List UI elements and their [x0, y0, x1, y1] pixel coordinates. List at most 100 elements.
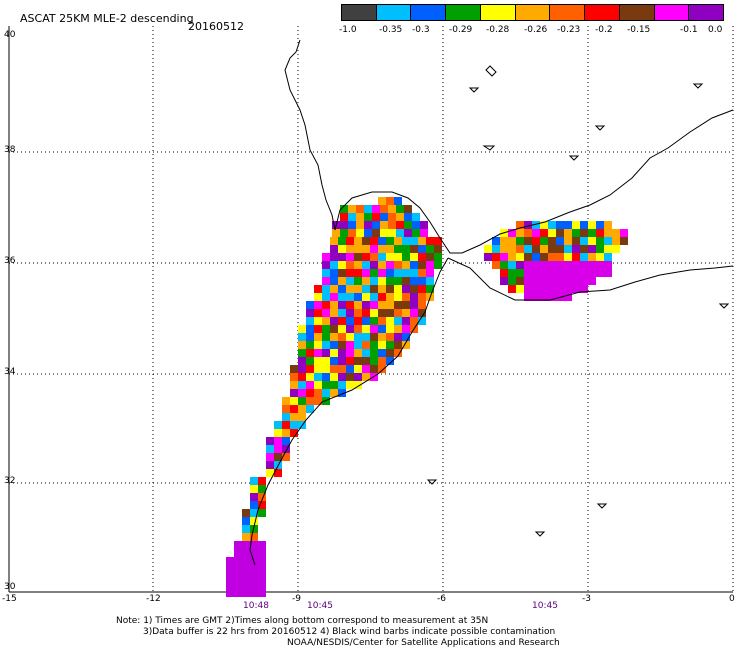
- wind-cell: [556, 221, 564, 229]
- wind-cell: [258, 493, 266, 501]
- wind-cell: [346, 373, 354, 381]
- wind-cell: [612, 229, 620, 237]
- wind-cell: [500, 245, 508, 253]
- wind-cell: [580, 285, 588, 293]
- wind-cell: [354, 333, 362, 341]
- wind-cell: [242, 573, 250, 581]
- wind-cell: [322, 373, 330, 381]
- wind-cell: [370, 333, 378, 341]
- wind-cell: [540, 229, 548, 237]
- wind-cell: [386, 357, 394, 365]
- wind-cell: [426, 245, 434, 253]
- wind-cell: [338, 333, 346, 341]
- wind-cell: [388, 213, 396, 221]
- wind-cell: [330, 293, 338, 301]
- lon-label: 0: [729, 594, 735, 604]
- wind-cell: [588, 237, 596, 245]
- wind-cell: [322, 325, 330, 333]
- wind-cell: [548, 245, 556, 253]
- wind-cell: [434, 245, 442, 253]
- wind-cell: [226, 581, 234, 589]
- wind-cell: [380, 205, 388, 213]
- coastline: [249, 39, 734, 566]
- wind-cell: [572, 237, 580, 245]
- wind-cell: [250, 493, 258, 501]
- wind-cell: [298, 341, 306, 349]
- wind-cell: [412, 221, 420, 229]
- wind-cell: [418, 269, 426, 277]
- wind-cell: [242, 533, 250, 541]
- wind-cell: [572, 221, 580, 229]
- wind-cell: [434, 261, 442, 269]
- wind-cell: [380, 221, 388, 229]
- wind-cell: [378, 341, 386, 349]
- wind-cell: [242, 557, 250, 565]
- wind-cell: [492, 245, 500, 253]
- wind-cell: [378, 253, 386, 261]
- wind-cell: [322, 261, 330, 269]
- wind-cell: [412, 213, 420, 221]
- wind-cell: [258, 477, 266, 485]
- wind-cell: [372, 213, 380, 221]
- wind-cell: [402, 237, 410, 245]
- wind-cell: [290, 373, 298, 381]
- colorbar-segment: [375, 5, 411, 20]
- wind-cell: [322, 253, 330, 261]
- wind-cell: [386, 349, 394, 357]
- wind-cell: [354, 277, 362, 285]
- wind-cell: [314, 317, 322, 325]
- wind-cell: [386, 261, 394, 269]
- wind-cell: [524, 253, 532, 261]
- wind-cell: [322, 285, 330, 293]
- wind-cell: [362, 349, 370, 357]
- wind-cell: [418, 261, 426, 269]
- wind-cell: [556, 277, 564, 285]
- wind-cell: [394, 317, 402, 325]
- wind-cell: [354, 245, 362, 253]
- wind-cell: [306, 373, 314, 381]
- wind-cell: [556, 261, 564, 269]
- wind-cell: [524, 293, 532, 301]
- wind-cell: [540, 293, 548, 301]
- colorbar-segment: [410, 5, 446, 20]
- wind-cell: [314, 349, 322, 357]
- wind-cell: [282, 429, 290, 437]
- wind-cell: [362, 269, 370, 277]
- wind-cell: [226, 557, 234, 565]
- wind-cell: [330, 381, 338, 389]
- wind-cell: [572, 245, 580, 253]
- wind-cell: [356, 229, 364, 237]
- wind-cell: [354, 325, 362, 333]
- wind-cell: [306, 389, 314, 397]
- wind-cell: [322, 397, 330, 405]
- wind-cell: [402, 293, 410, 301]
- wind-cell: [378, 245, 386, 253]
- wind-cell: [298, 325, 306, 333]
- wind-cell: [322, 277, 330, 285]
- wind-cell: [402, 245, 410, 253]
- wind-cell: [370, 301, 378, 309]
- wind-cell: [396, 229, 404, 237]
- wind-cell: [434, 253, 442, 261]
- colorbar-tick-label: -0.23: [557, 25, 581, 35]
- wind-cell: [282, 421, 290, 429]
- wind-cell: [524, 245, 532, 253]
- wind-cell: [346, 285, 354, 293]
- wind-cell: [234, 581, 242, 589]
- wind-cell: [234, 557, 242, 565]
- wind-cell: [410, 285, 418, 293]
- footer-credit: NOAA/NESDIS/Center for Satellite Applica…: [287, 638, 560, 648]
- wind-cell: [282, 397, 290, 405]
- wind-cell: [500, 277, 508, 285]
- wind-cell: [370, 261, 378, 269]
- wind-cell: [258, 541, 266, 549]
- wind-cell: [314, 365, 322, 373]
- wind-cell: [620, 237, 628, 245]
- wind-cell: [250, 525, 258, 533]
- wind-cell: [356, 205, 364, 213]
- wind-cell: [420, 229, 428, 237]
- wind-cell: [418, 237, 426, 245]
- wind-cell: [524, 269, 532, 277]
- wind-cell: [314, 309, 322, 317]
